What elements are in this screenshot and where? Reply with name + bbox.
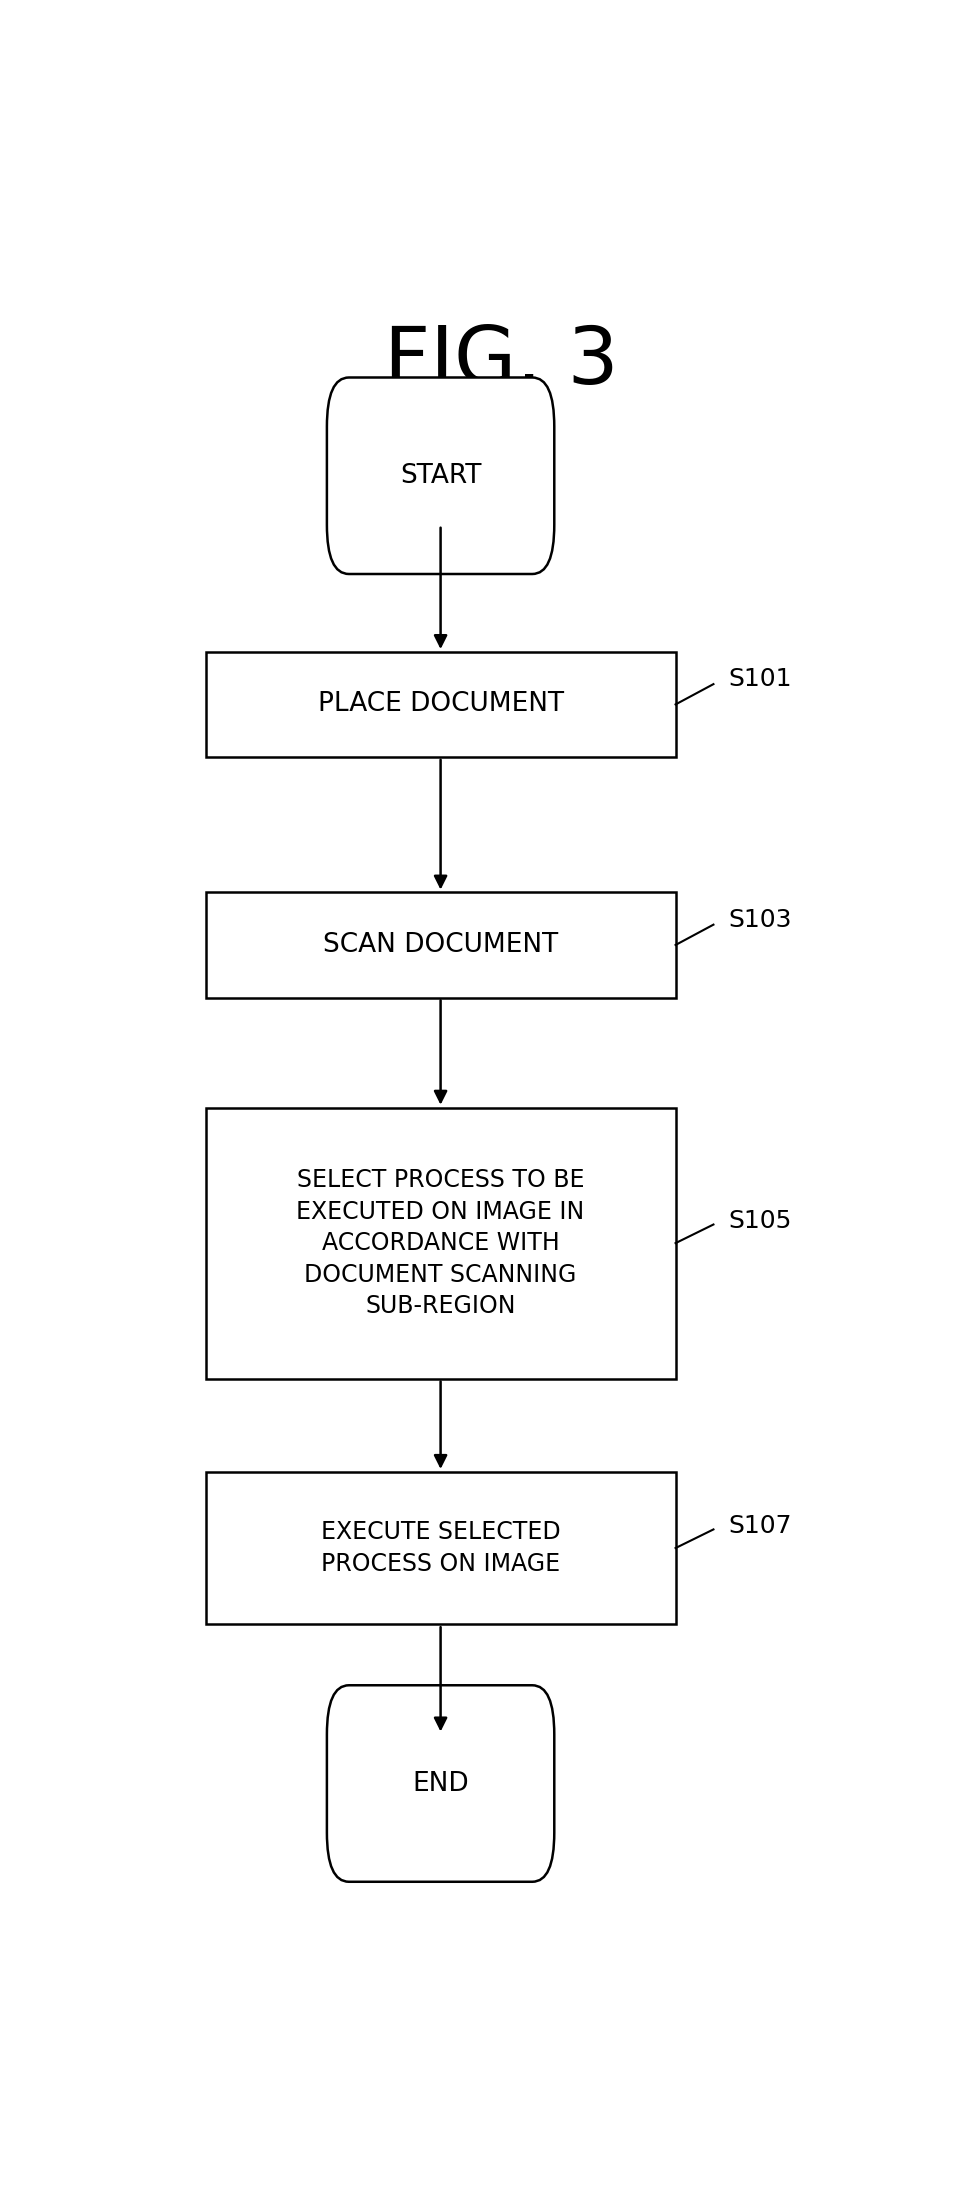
Bar (205, 651, 675, 757)
Text: S103: S103 (728, 909, 791, 931)
FancyBboxPatch shape (326, 1685, 554, 1881)
Text: SELECT PROCESS TO BE
EXECUTED ON IMAGE IN
ACCORDANCE WITH
DOCUMENT SCANNING
SUB-: SELECT PROCESS TO BE EXECUTED ON IMAGE I… (296, 1168, 584, 1318)
Text: S101: S101 (728, 667, 791, 691)
Text: EXECUTE SELECTED
PROCESS ON IMAGE: EXECUTE SELECTED PROCESS ON IMAGE (320, 1520, 560, 1575)
Text: END: END (412, 1771, 468, 1797)
FancyBboxPatch shape (326, 378, 554, 574)
Bar (205, 1472, 675, 1624)
Text: START: START (400, 462, 481, 488)
Bar (205, 893, 675, 997)
Text: S107: S107 (728, 1514, 791, 1538)
Bar (205, 1107, 675, 1379)
Text: FIG. 3: FIG. 3 (383, 323, 618, 400)
Text: PLACE DOCUMENT: PLACE DOCUMENT (318, 691, 563, 717)
Text: S105: S105 (728, 1210, 791, 1234)
Text: SCAN DOCUMENT: SCAN DOCUMENT (322, 933, 558, 957)
